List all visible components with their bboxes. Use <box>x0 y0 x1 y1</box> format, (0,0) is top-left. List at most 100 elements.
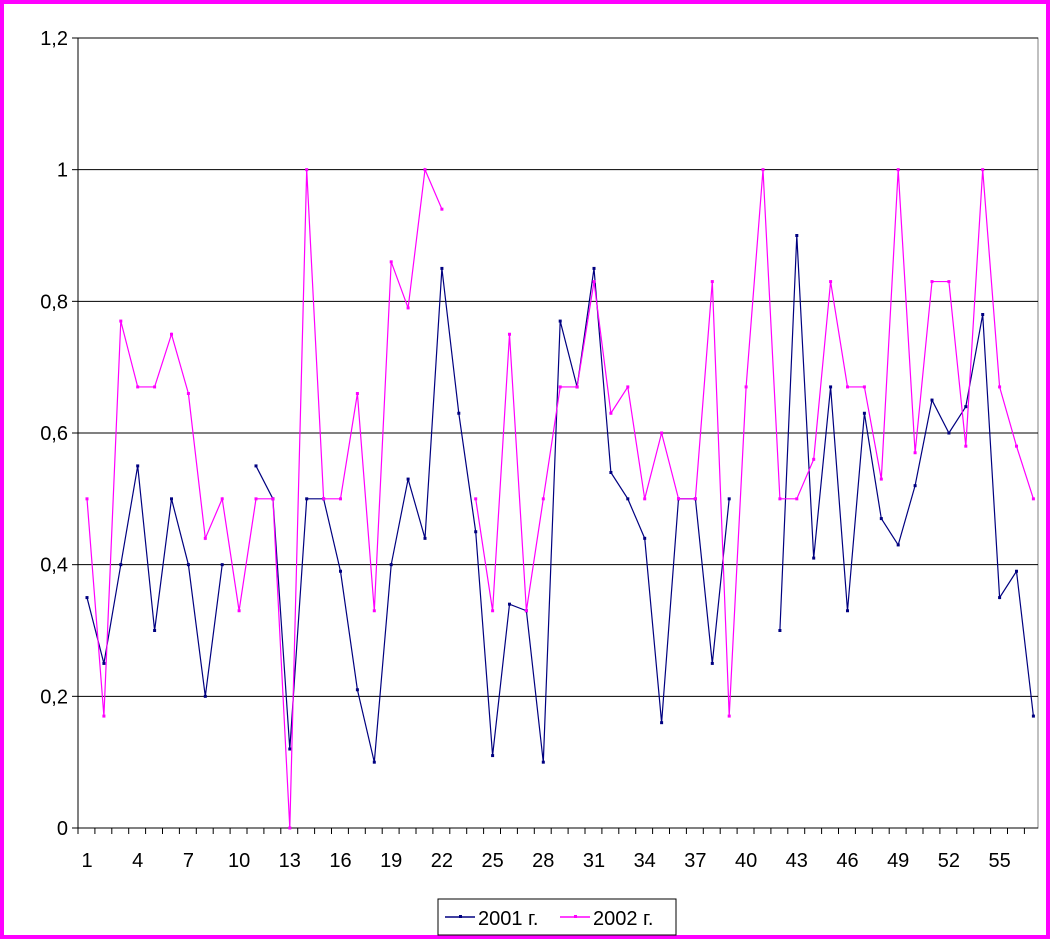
data-point-series-1 <box>846 385 849 389</box>
data-point-series-1 <box>153 385 157 389</box>
data-point-series-1 <box>947 280 951 284</box>
data-point-series-0 <box>710 661 714 665</box>
data-point-series-1 <box>643 497 647 501</box>
series-line-1 <box>475 169 1034 717</box>
gridlines <box>78 37 1038 697</box>
y-tick-label: 1 <box>57 160 68 182</box>
y-tick-label: 0,4 <box>40 555 68 577</box>
data-point-series-1 <box>558 385 562 389</box>
data-point-series-0 <box>85 596 89 600</box>
x-tick-label: 31 <box>583 850 605 872</box>
data-point-series-1 <box>609 411 613 415</box>
data-point-series-1 <box>778 497 782 501</box>
data-point-series-0 <box>795 234 799 237</box>
data-point-series-1 <box>727 714 731 718</box>
data-point-series-1 <box>491 609 495 613</box>
data-point-series-1 <box>406 306 410 310</box>
data-point-series-0 <box>254 464 258 468</box>
data-point-series-1 <box>592 280 596 284</box>
legend-box <box>437 898 677 936</box>
data-point-series-0 <box>998 596 1002 600</box>
x-tick-label: 13 <box>279 850 301 872</box>
data-point-series-0 <box>474 530 478 534</box>
data-point-series-0 <box>119 563 123 567</box>
data-point-series-0 <box>592 266 596 270</box>
data-point-series-1 <box>372 609 376 613</box>
x-tick-label: 34 <box>634 850 656 872</box>
x-tick-label: 19 <box>380 850 402 872</box>
x-tick-label: 40 <box>735 850 757 872</box>
data-point-series-0 <box>558 319 562 323</box>
data-point-series-0 <box>389 563 393 567</box>
data-point-series-1 <box>186 392 190 395</box>
data-point-series-1 <box>761 168 765 172</box>
y-tick-label: 0,8 <box>40 291 68 313</box>
data-point-series-1 <box>271 497 275 501</box>
data-point-series-0 <box>339 569 342 573</box>
series-line-0 <box>779 235 1034 717</box>
data-point-series-1 <box>1015 444 1018 448</box>
data-point-series-1 <box>474 497 478 501</box>
data-point-series-1 <box>423 168 427 172</box>
data-point-series-1 <box>136 385 140 389</box>
y-tick-label: 0,6 <box>40 423 68 445</box>
data-point-series-0 <box>660 721 664 725</box>
data-point-series-1 <box>389 260 393 264</box>
data-point-series-0 <box>879 517 883 521</box>
x-tick-label: 22 <box>431 850 453 872</box>
x-tick-label: 28 <box>532 850 554 872</box>
data-point-series-0 <box>491 754 495 758</box>
data-point-series-1 <box>339 497 342 501</box>
series-line-1 <box>86 167 443 829</box>
data-point-series-1 <box>524 609 528 613</box>
data-point-series-0 <box>913 484 917 488</box>
data-point-series-1 <box>305 168 309 172</box>
data-point-series-1 <box>998 385 1002 389</box>
data-point-series-0 <box>862 411 866 415</box>
data-point-series-0 <box>423 536 427 540</box>
x-tick-label: 55 <box>988 850 1010 872</box>
data-point-series-0 <box>778 629 782 632</box>
data-point-series-1 <box>710 280 714 284</box>
data-point-series-0 <box>288 747 292 751</box>
legend: 2001 г. 2002 г. <box>437 898 677 936</box>
data-point-series-1 <box>220 497 224 501</box>
axes <box>72 37 1038 834</box>
x-tick-label: 4 <box>132 850 143 872</box>
data-point-series-1 <box>1031 497 1035 501</box>
series-layer <box>85 167 1035 830</box>
data-point-series-1 <box>744 385 748 389</box>
data-point-series-1 <box>795 497 799 501</box>
data-point-series-0 <box>947 431 951 435</box>
data-point-series-0 <box>153 629 157 632</box>
data-point-series-0 <box>305 497 309 501</box>
data-point-series-0 <box>643 536 647 540</box>
data-point-series-0 <box>440 266 444 270</box>
line-chart: 0 0,2 0,4 0,6 0,8 1 1,2 1 4 7 10 13 16 19 22 25 28 31 34 3… <box>40 28 1039 936</box>
data-point-series-1 <box>575 385 579 389</box>
data-point-series-0 <box>1015 569 1018 573</box>
data-point-series-1 <box>254 497 258 501</box>
data-point-series-1 <box>626 385 630 389</box>
data-point-series-1 <box>896 168 900 172</box>
data-point-series-1 <box>541 497 545 501</box>
data-point-series-1 <box>508 332 511 336</box>
y-tick-label: 1,2 <box>40 28 68 50</box>
data-point-series-0 <box>846 609 849 613</box>
x-tick-label: 43 <box>786 850 808 872</box>
data-point-series-1 <box>237 609 241 613</box>
data-point-series-0 <box>829 385 833 389</box>
data-point-series-0 <box>508 602 511 606</box>
data-point-series-0 <box>220 563 224 567</box>
data-point-series-1 <box>660 431 664 435</box>
data-point-series-1 <box>879 477 883 481</box>
data-point-series-1 <box>913 451 917 455</box>
data-point-series-0 <box>609 471 613 474</box>
data-point-series-0 <box>930 398 934 402</box>
data-point-series-1 <box>930 280 934 284</box>
x-tick-label: 1 <box>81 850 92 872</box>
data-point-series-0 <box>372 760 376 764</box>
data-point-series-0 <box>727 497 731 501</box>
data-point-series-1 <box>440 207 444 211</box>
